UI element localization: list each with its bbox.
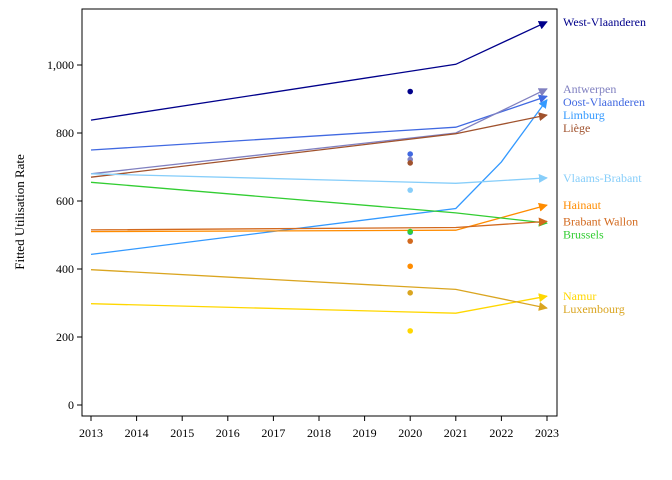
x-tick-label: 2023 [535,426,559,440]
y-tick-label: 400 [56,262,74,276]
x-tick-label: 2013 [79,426,103,440]
y-tick-label: 800 [56,126,74,140]
y-tick-label: 600 [56,194,74,208]
series-line-liege [90,112,548,178]
axes: 0 200 400 600 800 1,000 2013 2014 2015 2016 2017 20… [47,58,559,440]
series-line-vlaams-brabant [90,173,548,184]
x-tick-label: 2016 [216,426,240,440]
x-tick-label: 2020 [398,426,422,440]
point-2020-hainaut [407,263,414,270]
series-line-brabant-wallon [90,217,548,231]
x-tick-label: 2015 [170,426,194,440]
series-line-west-vlaanderen [90,21,548,121]
legend-label-namur: Namur [563,289,596,303]
point-2020-brabant-wallon [407,238,414,244]
point-2020-liege [407,160,414,166]
legend-label-oost-vlaanderen: Oost-Vlaanderen [563,95,645,109]
legend-label-luxembourg: Luxembourg [563,302,625,316]
legend-label-brabant-wallon: Brabant Wallon [563,214,638,228]
legend-label-vlaams-brabant: Vlaams-Brabant [563,171,642,185]
point-2020-oost-vlaanderen [407,151,414,157]
x-tick-label: 2021 [444,426,468,440]
point-2020-vlaams-brabant [407,187,414,193]
x-tick-label: 2019 [353,426,377,440]
point-2020-luxembourg [407,290,414,296]
x-tick-label: 2014 [125,426,149,440]
point-2020-west-vlaanderen [407,88,414,95]
series-layer [90,21,548,314]
legend-label-brussels: Brussels [563,227,604,241]
x-tick-label: 2017 [261,426,285,440]
x-tick-label: 2018 [307,426,331,440]
series-line-luxembourg [90,269,548,311]
y-tick-label: 1,000 [47,58,74,72]
point-2020-namur [407,328,414,334]
legend-label-antwerpen: Antwerpen [563,82,616,96]
plot-frame [81,8,558,417]
x-tick-label: 2022 [489,426,513,440]
point-2020-brussels [407,228,414,235]
series-line-brussels [90,181,548,227]
legend-label-west-vlaanderen: West-Vlaanderen [563,15,646,29]
legend: West-VlaanderenAntwerpenOost-VlaanderenL… [563,15,646,316]
legend-label-liege: Liège [563,121,590,135]
y-tick-label: 200 [56,330,74,344]
series-line-hainaut [90,202,548,233]
y-axis-title: Fitted Utilisation Rate [12,154,27,270]
series-line-antwerpen [90,88,548,175]
legend-label-hainaut: Hainaut [563,198,602,212]
series-line-oost-vlaanderen [90,94,548,151]
legend-label-limburg: Limburg [563,108,605,122]
points-layer [407,88,414,334]
y-tick-label: 0 [68,398,74,412]
series-line-namur [90,293,548,314]
